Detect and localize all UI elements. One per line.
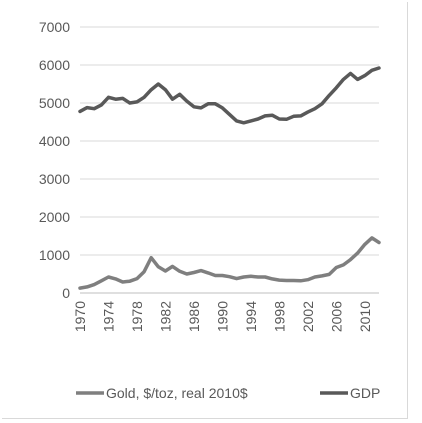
y-tick-label: 6000: [39, 57, 70, 73]
y-tick-label: 4000: [39, 133, 70, 149]
x-tick-label: 1974: [100, 301, 116, 332]
x-tick-label: 1990: [214, 301, 230, 332]
x-tick-label: 2006: [328, 301, 344, 332]
x-tick-label: 1994: [243, 301, 259, 332]
x-tick-label: 1978: [129, 301, 145, 332]
y-tick-label: 1000: [39, 247, 70, 263]
x-tick-label: 1986: [186, 301, 202, 332]
legend-gold-label: Gold, $/toz, real 2010$: [106, 385, 248, 401]
y-tick-label: 2000: [39, 209, 70, 225]
legend-gdp-label: GDP: [350, 385, 380, 401]
x-tick-label: 1970: [72, 301, 88, 332]
y-tick-label: 0: [62, 285, 70, 301]
x-tick-label: 1982: [157, 301, 173, 332]
y-tick-label: 7000: [39, 19, 70, 35]
chart-frame: 0 1000 2000 3000 4000 5000 6000 7000 1970 1974 197…: [2, 2, 408, 419]
gold-series-line: [78, 236, 381, 290]
x-tick-label: 2002: [300, 301, 316, 332]
y-tick-label: 3000: [39, 171, 70, 187]
x-tick-label: 2010: [357, 301, 373, 332]
line-chart: 0 1000 2000 3000 4000 5000 6000 7000 1970 1974 197…: [39, 19, 381, 401]
gdp-series-line: [78, 66, 381, 125]
y-tick-label: 5000: [39, 95, 70, 111]
x-tick-label: 1998: [271, 301, 287, 332]
